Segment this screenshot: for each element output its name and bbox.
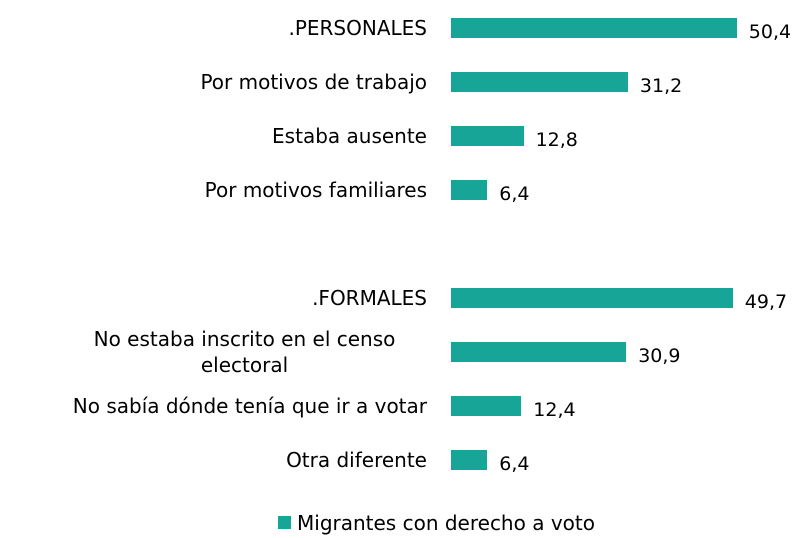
bar: [451, 126, 524, 146]
value-label: 49,7: [744, 291, 788, 313]
value-label: 6,4: [499, 183, 530, 205]
legend-swatch: [278, 516, 291, 529]
category-label: Estaba ausente: [272, 124, 427, 148]
category-label: Por motivos familiares: [204, 178, 427, 202]
category-label: Por motivos de trabajo: [200, 70, 427, 94]
category-label: .FORMALES: [312, 286, 427, 310]
bar: [451, 342, 627, 362]
bar: [451, 450, 488, 470]
value-label: 6,4: [499, 453, 530, 475]
category-label: No estaba inscrito en el censo electoral: [93, 327, 396, 377]
value-label: 12,4: [533, 399, 576, 421]
value-label: 30,9: [638, 345, 681, 367]
bar: [451, 72, 628, 92]
bar: [451, 288, 733, 308]
value-label: 12,8: [535, 129, 578, 151]
value-label: 50,4: [748, 21, 792, 43]
legend-label: Migrantes con derecho a voto: [297, 511, 595, 535]
category-label: .PERSONALES: [288, 16, 427, 40]
bar: [451, 396, 522, 416]
bar: [451, 18, 737, 38]
category-label: Otra diferente: [286, 448, 427, 472]
value-label: 31,2: [639, 75, 683, 97]
category-label: No sabía dónde tenía que ir a votar: [72, 394, 427, 418]
bar: [451, 180, 488, 200]
